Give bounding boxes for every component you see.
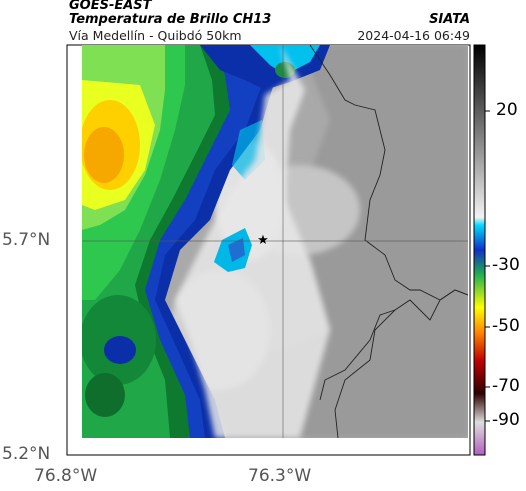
brightness-temperature-field <box>82 45 468 438</box>
region-label: Vía Medellín - Quibdó 50km <box>69 28 242 43</box>
colorbar-label-minus30: -30 <box>492 255 520 275</box>
title-satellite: GOES-EAST <box>69 0 152 13</box>
lat-label-5-2: 5.2°N <box>2 444 51 464</box>
colorbar-label-20: 20 <box>496 100 518 120</box>
organization-label: SIATA <box>429 12 470 27</box>
lat-label-5-7: 5.7°N <box>2 230 51 250</box>
title-product: Temperatura de Brillo CH13 <box>69 12 272 27</box>
coastline-borders <box>309 45 468 438</box>
colorbar-label-minus90: -90 <box>492 410 520 430</box>
star-icon: ★ <box>257 233 269 248</box>
colorbar-label-minus70: -70 <box>492 376 520 396</box>
colorbar-label-minus50: -50 <box>492 316 520 336</box>
timestamp-label: 2024-04-16 06:49 <box>357 28 470 43</box>
lon-label-76-8: 76.8°W <box>34 466 98 486</box>
lon-label-76-3: 76.3°W <box>248 466 312 486</box>
colorbar <box>473 44 490 456</box>
